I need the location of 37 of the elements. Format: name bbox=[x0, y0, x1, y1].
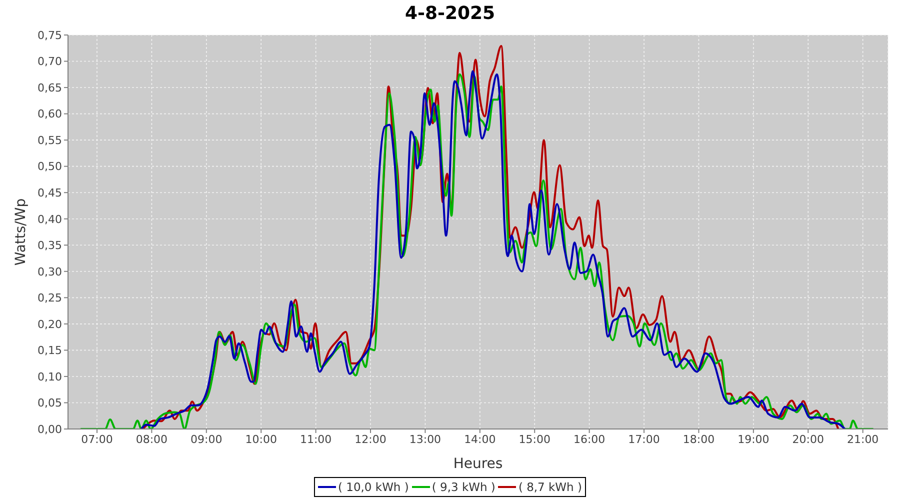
y-tick-label: 0,40 bbox=[38, 212, 62, 226]
y-tick-label: 0,55 bbox=[38, 134, 62, 147]
legend-label: ( 8,7 kWh ) bbox=[518, 480, 582, 494]
y-tick-label: 0,30 bbox=[38, 265, 62, 278]
y-tick-label: 0,50 bbox=[38, 160, 62, 174]
x-tick-label: 11:00 bbox=[300, 432, 332, 446]
x-tick-label: 07:00 bbox=[81, 432, 113, 446]
x-tick-label: 13:00 bbox=[409, 432, 442, 446]
x-axis-title: Heures bbox=[453, 456, 503, 472]
y-tick-label: 0,25 bbox=[38, 292, 62, 305]
chart-title: 4-8-2025 bbox=[404, 2, 496, 26]
x-tick-label: 15:00 bbox=[518, 432, 550, 446]
x-tick-label: 14:00 bbox=[464, 432, 496, 446]
y-tick-label: 0,35 bbox=[38, 239, 62, 252]
x-tick-label: 09:00 bbox=[190, 432, 222, 446]
x-tick-label: 21:00 bbox=[846, 432, 879, 446]
legend-label: ( 9,3 kWh ) bbox=[432, 480, 496, 494]
legend-label: ( 10,0 kWh ) bbox=[338, 480, 409, 494]
x-tick-label: 08:00 bbox=[136, 432, 168, 446]
x-tick-label: 16:00 bbox=[573, 432, 606, 446]
y-tick-label: 0,60 bbox=[38, 108, 62, 121]
y-tick-label: 0,70 bbox=[38, 55, 62, 68]
y-tick-label: 0,10 bbox=[38, 370, 62, 384]
x-tick-label: 10:00 bbox=[245, 432, 277, 446]
y-tick-label: 0,65 bbox=[38, 81, 62, 94]
x-tick-label: 18:00 bbox=[682, 432, 715, 446]
y-tick-label: 0,15 bbox=[38, 344, 62, 358]
x-tick-label: 12:00 bbox=[354, 432, 386, 446]
y-tick-label: 0,45 bbox=[38, 186, 62, 200]
y-tick-label: 0,05 bbox=[38, 396, 62, 410]
y-tick-label: 0,20 bbox=[38, 318, 62, 331]
y-tick-label: 0,00 bbox=[38, 422, 62, 436]
y-tick-label: 0,75 bbox=[38, 28, 62, 42]
x-tick-label: 17:00 bbox=[628, 432, 660, 446]
y-axis-title: Watts/Wp bbox=[12, 198, 29, 266]
x-tick-label: 20:00 bbox=[792, 432, 824, 446]
x-tick-label: 19:00 bbox=[738, 432, 770, 446]
